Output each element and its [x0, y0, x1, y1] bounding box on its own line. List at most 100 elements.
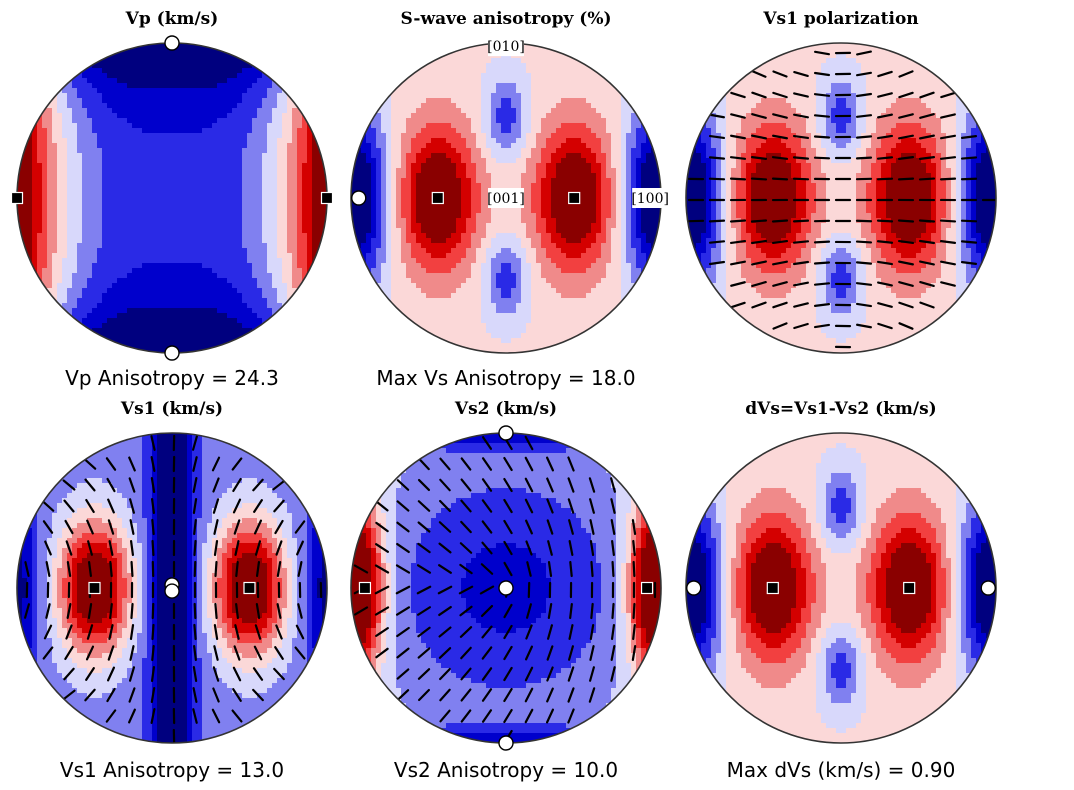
contour-cell: [122, 108, 128, 114]
contour-cell: [217, 68, 223, 74]
contour-cell: [97, 123, 103, 129]
contour-cell: [52, 233, 58, 239]
contour-cell: [406, 148, 412, 154]
contour-cell: [32, 138, 38, 144]
contour-cell: [282, 243, 288, 249]
contour-cell: [431, 118, 437, 124]
contour-cell: [142, 118, 148, 124]
contour-cell: [17, 208, 23, 214]
contour-cell: [212, 63, 218, 69]
contour-cell: [127, 283, 133, 289]
contour-cell: [242, 248, 248, 254]
contour-cell: [207, 118, 213, 124]
contour-cell: [187, 88, 193, 94]
contour-cell: [606, 128, 612, 134]
contour-cell: [202, 123, 208, 129]
contour-cell: [616, 93, 622, 99]
contour-cell: [456, 78, 462, 84]
contour-cell: [376, 178, 382, 184]
contour-cell: [546, 108, 552, 114]
contour-cell: [137, 338, 143, 344]
contour-cell: [242, 173, 248, 179]
contour-cell: [307, 193, 313, 199]
contour-cell: [636, 173, 642, 179]
contour-cell: [142, 83, 148, 89]
contour-cell: [237, 193, 243, 199]
contour-cell: [446, 78, 452, 84]
contour-cell: [411, 98, 417, 104]
contour-cell: [361, 163, 367, 169]
contour-cell: [197, 198, 203, 204]
contour-cell: [207, 268, 213, 274]
contour-cell: [501, 78, 507, 84]
contour-cell: [67, 173, 73, 179]
contour-cell: [217, 303, 223, 309]
contour-cell: [192, 348, 198, 353]
contour-cell: [247, 208, 253, 214]
contour-cell: [102, 318, 108, 324]
contour-cell: [152, 273, 158, 279]
contour-cell: [107, 118, 113, 124]
contour-cell: [631, 138, 637, 144]
contour-cell: [77, 188, 83, 194]
contour-cell: [62, 303, 68, 309]
contour-cell: [117, 53, 123, 59]
contour-cell: [87, 168, 93, 174]
contour-cell: [277, 158, 283, 164]
contour-cell: [431, 68, 437, 74]
contour-cell: [152, 343, 158, 349]
contour-cell: [257, 233, 263, 239]
contour-cell: [127, 173, 133, 179]
contour-cell: [157, 78, 163, 84]
contour-cell: [267, 223, 273, 229]
contour-cell: [531, 58, 537, 64]
contour-cell: [317, 203, 323, 209]
contour-cell: [317, 208, 323, 214]
contour-cell: [456, 123, 462, 129]
contour-cell: [406, 103, 412, 109]
contour-cell: [471, 213, 477, 219]
contour-cell: [282, 118, 288, 124]
contour-cell: [307, 158, 313, 164]
contour-cell: [486, 98, 492, 104]
contour-cell: [132, 213, 138, 219]
contour-cell: [386, 198, 392, 204]
contour-cell: [536, 143, 542, 149]
contour-cell: [486, 103, 492, 109]
contour-cell: [187, 98, 193, 104]
contour-cell: [641, 133, 647, 139]
contour-cell: [97, 93, 103, 99]
contour-cell: [526, 193, 532, 199]
contour-cell: [207, 73, 213, 79]
contour-cell: [182, 73, 188, 79]
contour-cell: [122, 93, 128, 99]
contour-cell: [546, 98, 552, 104]
contour-cell: [461, 58, 467, 64]
contour-cell: [107, 318, 113, 324]
contour-cell: [496, 158, 502, 164]
contour-cell: [182, 153, 188, 159]
contour-cell: [466, 178, 472, 184]
contour-cell: [257, 313, 263, 319]
contour-cell: [272, 153, 278, 159]
contour-cell: [192, 308, 198, 314]
contour-cell: [147, 273, 153, 279]
contour-cell: [247, 248, 253, 254]
contour-cell: [232, 88, 238, 94]
contour-cell: [461, 138, 467, 144]
contour-cell: [77, 273, 83, 279]
contour-cell: [431, 183, 437, 189]
contour-cell: [227, 298, 233, 304]
contour-cell: [561, 73, 567, 79]
contour-cell: [57, 98, 63, 104]
contour-cell: [207, 153, 213, 159]
contour-cell: [237, 323, 243, 329]
contour-cell: [641, 208, 647, 214]
contour-cell: [142, 313, 148, 319]
contour-cell: [172, 228, 178, 234]
contour-cell: [187, 163, 193, 169]
contour-cell: [207, 93, 213, 99]
contour-cell: [202, 88, 208, 94]
contour-cell: [107, 203, 113, 209]
contour-cell: [272, 173, 278, 179]
